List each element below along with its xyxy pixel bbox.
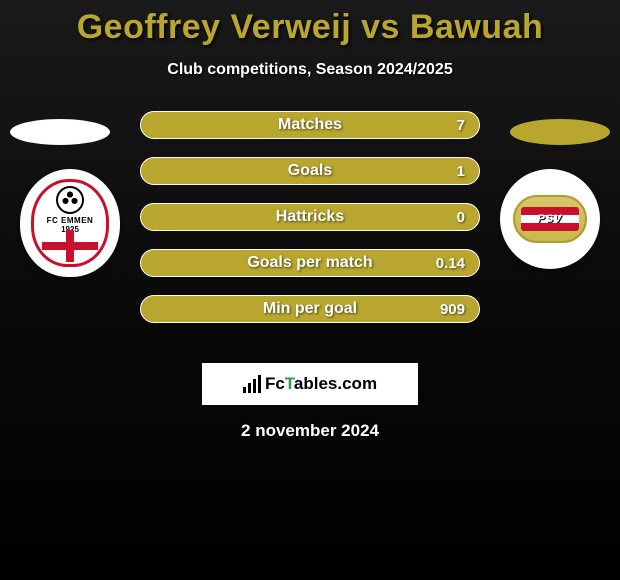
stat-bar-goals-per-match: Goals per match 0.14 xyxy=(140,249,480,277)
stat-bar-hattricks: Hattricks 0 xyxy=(140,203,480,231)
brand-accent: T xyxy=(285,374,294,393)
bar-chart-icon xyxy=(243,375,261,393)
stat-bar-goals: Goals 1 xyxy=(140,157,480,185)
stat-value: 0 xyxy=(457,209,465,226)
fc-emmen-crest-icon: FC EMMEN 1925 xyxy=(31,179,109,267)
brand-logo: FcTables.com xyxy=(202,363,418,405)
subtitle: Club competitions, Season 2024/2025 xyxy=(0,61,620,79)
brand-suffix: ables.com xyxy=(294,374,377,393)
psv-flag-icon: PSV xyxy=(521,207,579,231)
player-left-photo-placeholder xyxy=(10,119,110,145)
stat-bars: Matches 7 Goals 1 Hattricks 0 Goals per … xyxy=(140,111,480,323)
stat-value: 7 xyxy=(457,117,465,134)
football-icon xyxy=(56,186,84,214)
club-crest-left: FC EMMEN 1925 xyxy=(20,169,120,277)
crest-left-name: FC EMMEN xyxy=(47,216,94,225)
page-title: Geoffrey Verweij vs Bawuah xyxy=(0,8,620,47)
stats-area: FC EMMEN 1925 PSV Matches 7 Goals 1 xyxy=(0,111,620,351)
comparison-infographic: Geoffrey Verweij vs Bawuah Club competit… xyxy=(0,0,620,441)
stat-value: 0.14 xyxy=(436,255,465,272)
stat-label: Matches xyxy=(278,116,342,134)
stat-label: Goals xyxy=(288,162,332,180)
stat-label: Hattricks xyxy=(276,208,344,226)
brand-prefix: Fc xyxy=(265,374,285,393)
club-crest-right: PSV xyxy=(500,169,600,269)
player-right-photo-placeholder xyxy=(510,119,610,145)
stat-value: 1 xyxy=(457,163,465,180)
stat-label: Min per goal xyxy=(263,300,357,318)
stat-bar-min-per-goal: Min per goal 909 xyxy=(140,295,480,323)
psv-crest-icon: PSV xyxy=(513,195,587,243)
stat-label: Goals per match xyxy=(247,254,372,272)
snapshot-date: 2 november 2024 xyxy=(0,421,620,441)
stat-value: 909 xyxy=(440,301,465,318)
crest-right-name: PSV xyxy=(537,213,562,225)
stat-bar-matches: Matches 7 xyxy=(140,111,480,139)
brand-name: FcTables.com xyxy=(265,374,377,394)
